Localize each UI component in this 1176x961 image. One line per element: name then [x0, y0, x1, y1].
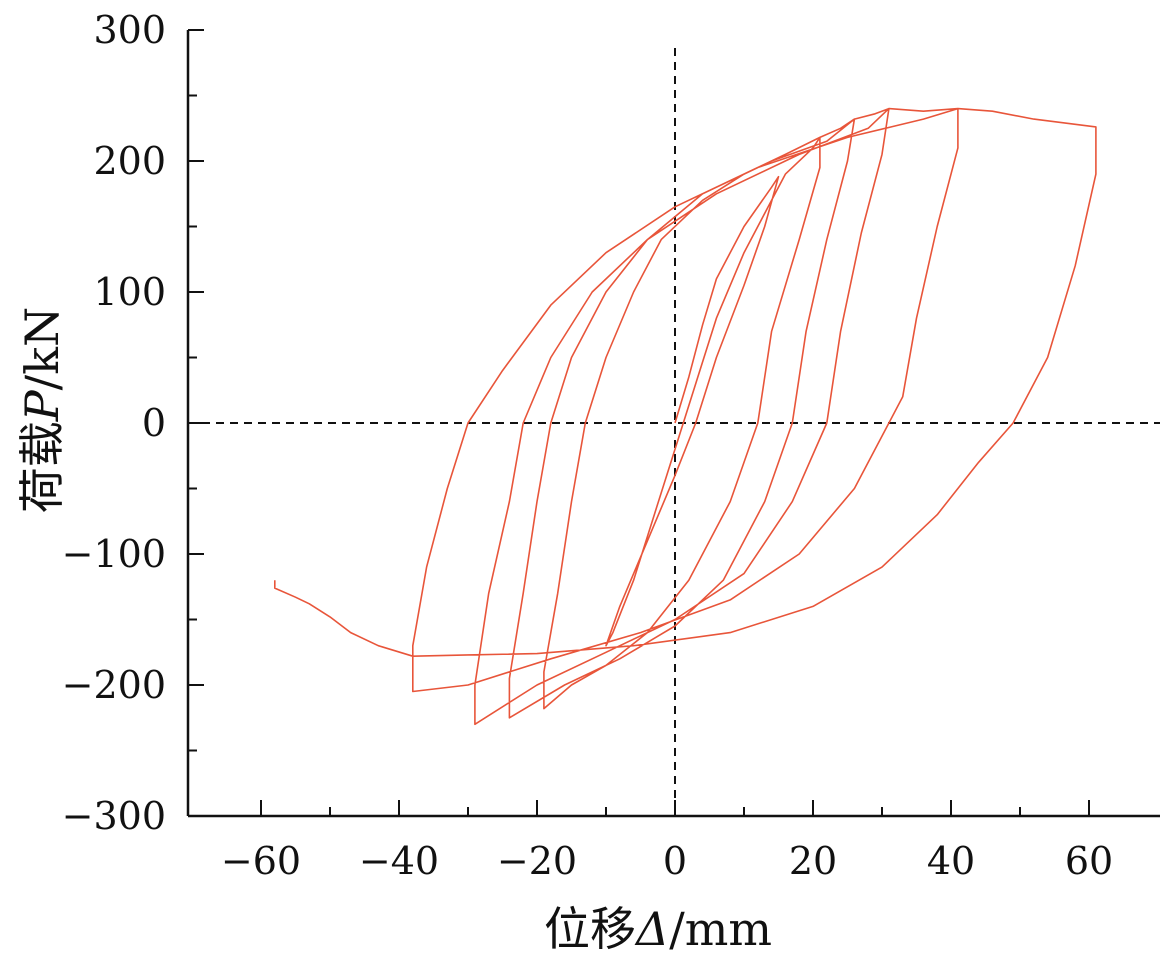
x-tick-label-2: −20 — [497, 839, 577, 883]
x-tick-label-0: −60 — [221, 839, 301, 883]
y-tick-label-3: 0 — [142, 401, 166, 445]
series-layer — [274, 107, 1097, 726]
x-tick-label-3: 0 — [663, 839, 687, 883]
x-tick-label-4: 20 — [789, 839, 837, 883]
y-tick-label-2: −100 — [62, 532, 166, 576]
x-tick-label-5: 40 — [927, 839, 975, 883]
x-tick-label-1: −40 — [359, 839, 439, 883]
y-tick-label-1: −200 — [62, 663, 166, 707]
series-line-0 — [274, 107, 1097, 726]
x-axis-title: 位移Δ/mm — [544, 902, 772, 956]
tick-marks — [188, 29, 1090, 817]
reference-lines — [188, 48, 1160, 816]
y-tick-label-0: −300 — [62, 794, 166, 838]
y-axis-title: 荷载P/kN — [15, 307, 69, 514]
y-tick-label-6: 300 — [93, 8, 166, 52]
y-tick-label-5: 200 — [93, 139, 166, 183]
x-tick-label-6: 60 — [1065, 839, 1113, 883]
y-tick-label-4: 100 — [93, 270, 166, 314]
